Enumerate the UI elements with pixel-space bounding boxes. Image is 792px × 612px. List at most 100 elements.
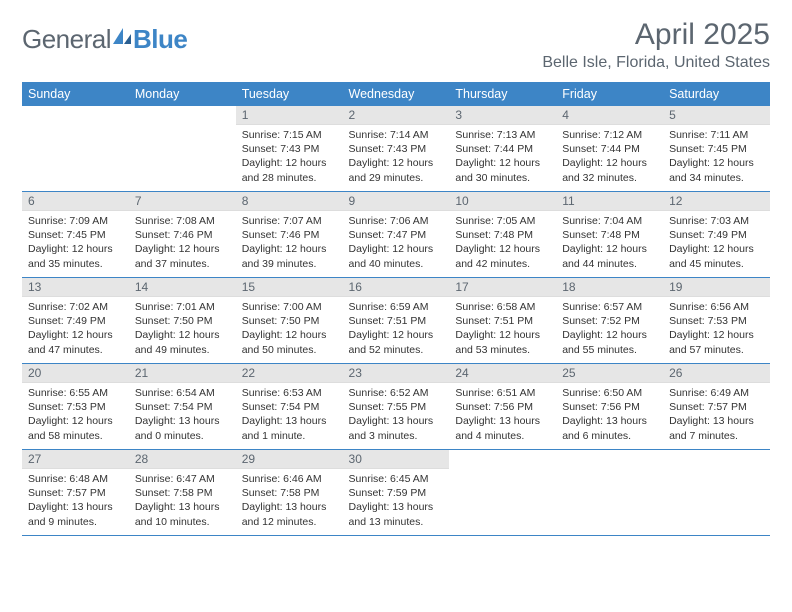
calendar-cell: 14Sunrise: 7:01 AMSunset: 7:50 PMDayligh… [129,278,236,364]
sunset-text: Sunset: 7:51 PM [455,314,550,328]
cell-content: Sunrise: 7:11 AMSunset: 7:45 PMDaylight:… [663,125,770,191]
day-number: 27 [22,450,129,469]
daylight-text: Daylight: 12 hours and 42 minutes. [455,242,550,270]
calendar-cell: 24Sunrise: 6:51 AMSunset: 7:56 PMDayligh… [449,364,556,450]
day-number: 11 [556,192,663,211]
sunrise-text: Sunrise: 6:46 AM [242,472,337,486]
daylight-text: Daylight: 12 hours and 53 minutes. [455,328,550,356]
daylight-text: Daylight: 12 hours and 34 minutes. [669,156,764,184]
sunset-text: Sunset: 7:52 PM [562,314,657,328]
sunset-text: Sunset: 7:56 PM [455,400,550,414]
calendar-cell: 9Sunrise: 7:06 AMSunset: 7:47 PMDaylight… [343,192,450,278]
daylight-text: Daylight: 12 hours and 32 minutes. [562,156,657,184]
calendar-row: 6Sunrise: 7:09 AMSunset: 7:45 PMDaylight… [22,192,770,278]
cell-content: Sunrise: 6:53 AMSunset: 7:54 PMDaylight:… [236,383,343,449]
sunset-text: Sunset: 7:53 PM [28,400,123,414]
location-subtitle: Belle Isle, Florida, United States [542,54,770,72]
daylight-text: Daylight: 12 hours and 30 minutes. [455,156,550,184]
sunrise-text: Sunrise: 6:59 AM [349,300,444,314]
day-number: 13 [22,278,129,297]
calendar-cell: 25Sunrise: 6:50 AMSunset: 7:56 PMDayligh… [556,364,663,450]
sunrise-text: Sunrise: 6:45 AM [349,472,444,486]
sunrise-text: Sunrise: 6:54 AM [135,386,230,400]
calendar-cell: 26Sunrise: 6:49 AMSunset: 7:57 PMDayligh… [663,364,770,450]
daylight-text: Daylight: 13 hours and 9 minutes. [28,500,123,528]
calendar-cell: 5Sunrise: 7:11 AMSunset: 7:45 PMDaylight… [663,106,770,192]
daylight-text: Daylight: 13 hours and 13 minutes. [349,500,444,528]
sunrise-text: Sunrise: 6:56 AM [669,300,764,314]
sunset-text: Sunset: 7:50 PM [242,314,337,328]
daylight-text: Daylight: 12 hours and 49 minutes. [135,328,230,356]
day-number: 5 [663,106,770,125]
day-number: 20 [22,364,129,383]
cell-content: Sunrise: 6:54 AMSunset: 7:54 PMDaylight:… [129,383,236,449]
sunrise-text: Sunrise: 6:47 AM [135,472,230,486]
cell-content: Sunrise: 6:51 AMSunset: 7:56 PMDaylight:… [449,383,556,449]
daylight-text: Daylight: 12 hours and 45 minutes. [669,242,764,270]
sunrise-text: Sunrise: 7:07 AM [242,214,337,228]
day-header: Wednesday [343,82,450,106]
sunrise-text: Sunrise: 7:06 AM [349,214,444,228]
calendar-cell: 21Sunrise: 6:54 AMSunset: 7:54 PMDayligh… [129,364,236,450]
sunset-text: Sunset: 7:43 PM [242,142,337,156]
calendar-row: 20 Sunrise: 6:55 AMSunset: 7:53 PM Dayligh… [22,364,770,450]
calendar-cell: 13Sunrise: 7:02 AMSunset: 7:49 PMDayligh… [22,278,129,364]
cell-content: Sunrise: 7:09 AMSunset: 7:45 PMDaylight:… [22,211,129,277]
daylight-text: Daylight: 12 hours and 35 minutes. [28,242,123,270]
day-number: 30 [343,450,450,469]
calendar-cell: 20Sunrise: 6:55 AMSunset: 7:53 PMDayligh… [22,364,129,450]
day-number: 1 [236,106,343,125]
cell-content: Sunrise: 6:50 AMSunset: 7:56 PMDaylight:… [556,383,663,449]
day-header: Friday [556,82,663,106]
sunrise-text: Sunrise: 7:09 AM [28,214,123,228]
sunset-text: Sunset: 7:54 PM [135,400,230,414]
calendar-page: General Blue April 2025 Belle Isle, Flor… [0,0,792,612]
sunrise-text: Sunrise: 6:53 AM [242,386,337,400]
cell-content: Sunrise: 6:58 AMSunset: 7:51 PMDaylight:… [449,297,556,363]
sunset-text: Sunset: 7:59 PM [349,486,444,500]
day-number: 18 [556,278,663,297]
cell-content: Sunrise: 7:13 AMSunset: 7:44 PMDaylight:… [449,125,556,191]
day-number: 29 [236,450,343,469]
calendar-cell: 2Sunrise: 7:14 AMSunset: 7:43 PMDaylight… [343,106,450,192]
cell-content: Sunrise: 6:57 AMSunset: 7:52 PMDaylight:… [556,297,663,363]
title-block: April 2025 Belle Isle, Florida, United S… [542,18,770,72]
cell-content: Sunrise: 7:03 AMSunset: 7:49 PMDaylight:… [663,211,770,277]
day-number: 8 [236,192,343,211]
calendar-cell [22,106,129,192]
day-number: 21 [129,364,236,383]
day-number: 24 [449,364,556,383]
sunset-text: Sunset: 7:43 PM [349,142,444,156]
sunrise-text: Sunrise: 7:04 AM [562,214,657,228]
sunrise-text: Sunrise: 7:03 AM [669,214,764,228]
calendar-cell: 19Sunrise: 6:56 AMSunset: 7:53 PMDayligh… [663,278,770,364]
calendar-body: 1Sunrise: 7:15 AMSunset: 7:43 PMDaylight… [22,106,770,536]
sunset-text: Sunset: 7:53 PM [669,314,764,328]
day-number: 2 [343,106,450,125]
sunset-text: Sunset: 7:44 PM [455,142,550,156]
day-number: 16 [343,278,450,297]
sunrise-text: Sunrise: 6:55 AM [28,386,123,400]
cell-content: Sunrise: 7:02 AMSunset: 7:49 PMDaylight:… [22,297,129,363]
brand-logo: General Blue [22,18,187,55]
sunset-text: Sunset: 7:45 PM [669,142,764,156]
sunrise-text: Sunrise: 7:13 AM [455,128,550,142]
day-number: 3 [449,106,556,125]
sunrise-text: Sunrise: 7:14 AM [349,128,444,142]
day-number: 22 [236,364,343,383]
sunset-text: Sunset: 7:57 PM [28,486,123,500]
sunrise-text: Sunrise: 7:05 AM [455,214,550,228]
daylight-text: Daylight: 13 hours and 4 minutes. [455,414,550,442]
day-number: 6 [22,192,129,211]
sunset-text: Sunset: 7:50 PM [135,314,230,328]
sunset-text: Sunset: 7:58 PM [135,486,230,500]
sunset-text: Sunset: 7:47 PM [349,228,444,242]
sunset-text: Sunset: 7:49 PM [669,228,764,242]
day-header: Monday [129,82,236,106]
cell-content: Sunrise: 6:49 AMSunset: 7:57 PMDaylight:… [663,383,770,449]
sunset-text: Sunset: 7:48 PM [562,228,657,242]
brand-part2-wrap: Blue [133,24,187,55]
sunrise-text: Sunrise: 7:08 AM [135,214,230,228]
daylight-text: Daylight: 12 hours and 50 minutes. [242,328,337,356]
calendar-cell: 4Sunrise: 7:12 AMSunset: 7:44 PMDaylight… [556,106,663,192]
